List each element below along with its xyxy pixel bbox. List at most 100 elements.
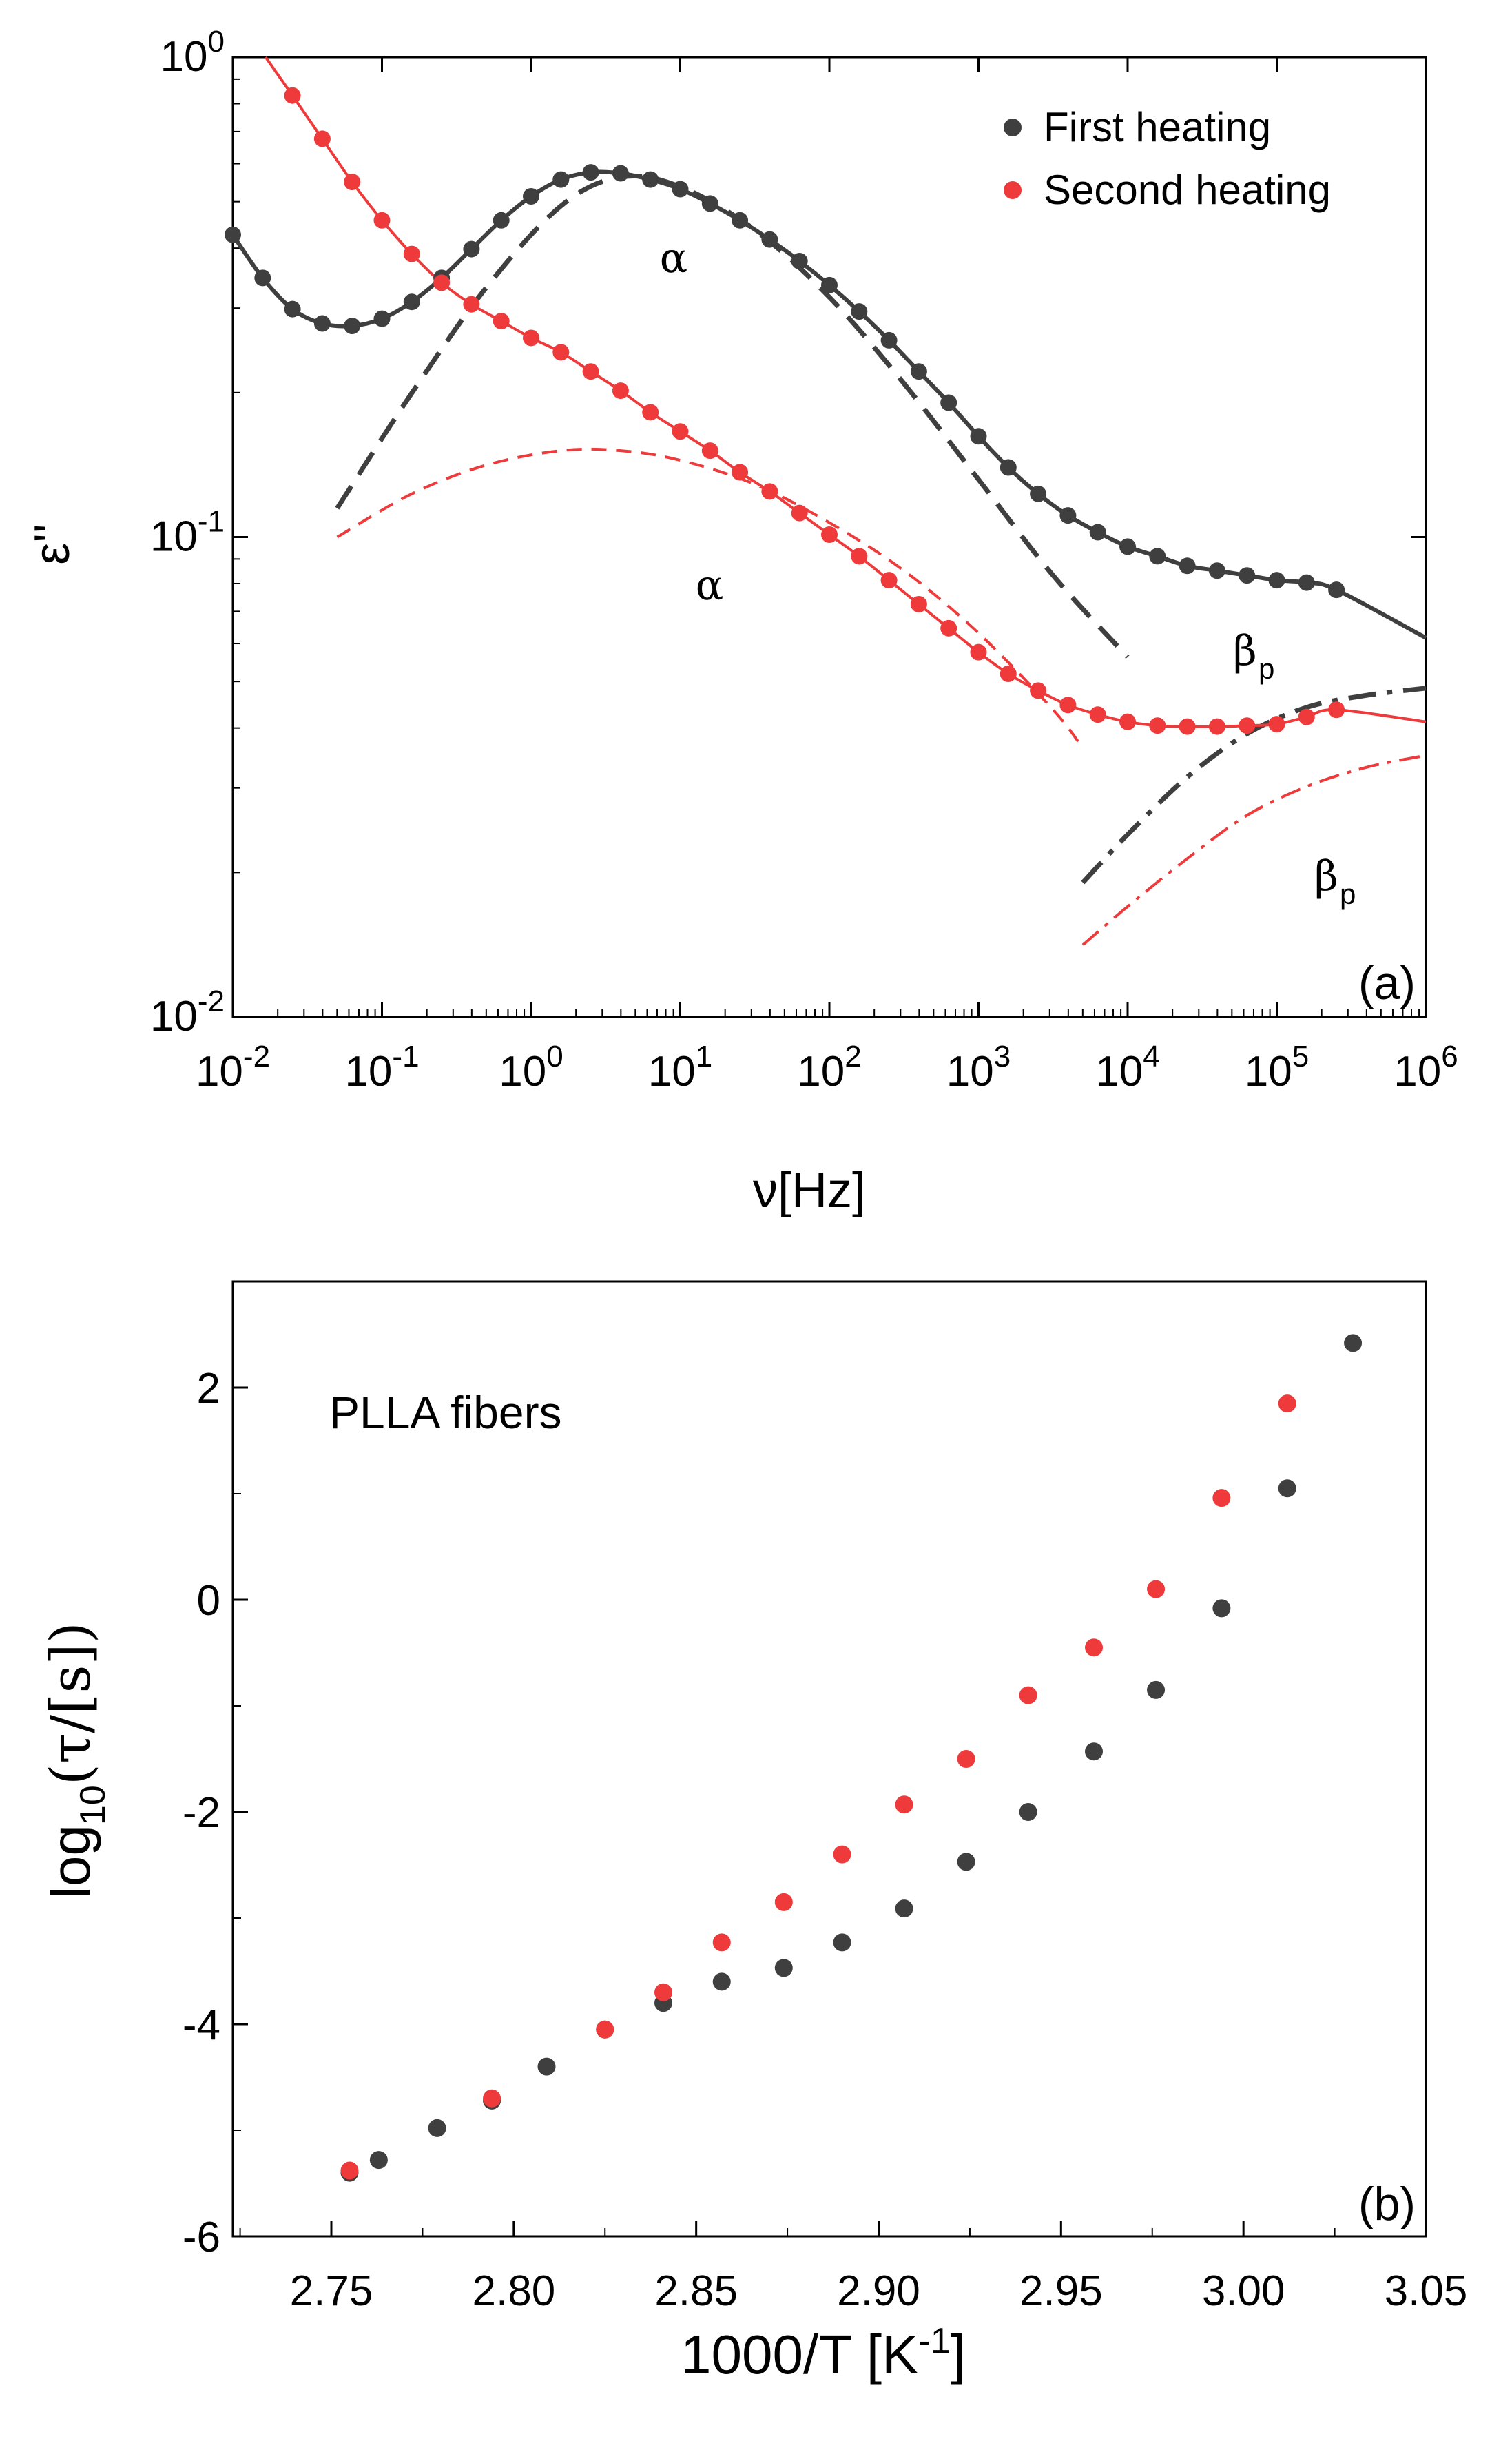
second-heating-point <box>284 87 301 104</box>
y-axis-label-b-end: (τ/[s]) <box>39 1622 103 1785</box>
second-heating-point <box>1208 718 1225 735</box>
second-heating-point <box>1268 716 1285 733</box>
y-tick-exp-a: 0 <box>208 25 225 59</box>
x-tick-exp-a: 3 <box>994 1040 1011 1073</box>
first-heating-point <box>1268 572 1285 589</box>
second-heating-point <box>1328 701 1345 719</box>
second-heating-tau-point <box>483 2089 501 2108</box>
second-heating-point <box>851 548 868 565</box>
first-heating-tau-point <box>1344 1334 1363 1352</box>
second-heating-tau-point <box>774 1893 793 1911</box>
y-tick-exp-a: -1 <box>198 505 225 539</box>
first-heating-tau-point <box>774 1959 793 1977</box>
x-axis-label-b-main: 1000/T [K <box>681 2324 918 2385</box>
second-heating-tau-point <box>654 1983 673 2001</box>
x-tick-exp-a: 6 <box>1441 1040 1458 1073</box>
second-heating-point <box>701 442 718 460</box>
first-heating-point <box>612 165 629 182</box>
x-tick-label-b: 3.05 <box>1385 2267 1468 2315</box>
axis-ticks-b <box>233 1281 1427 2238</box>
second-heating-tau-point <box>1147 1580 1166 1598</box>
annotation-beta-first: β p <box>1233 627 1274 685</box>
first-heating-point <box>1089 524 1106 541</box>
second-heating-point <box>791 504 808 522</box>
second-heating-point <box>1059 697 1077 714</box>
first-heating-tau-point <box>369 2151 388 2170</box>
second-heating-point <box>880 572 898 589</box>
annotation-beta-second-symbol: β <box>1314 852 1338 900</box>
second-heating-point <box>642 404 659 421</box>
second-heating-point <box>1179 718 1196 735</box>
x-tick-base-a: 10 <box>1394 1048 1441 1095</box>
first-heating-tau-point <box>1085 1742 1104 1761</box>
second-heating-point <box>463 296 480 313</box>
x-tick-base-a: 10 <box>1245 1048 1292 1095</box>
first-heating-point <box>910 363 927 380</box>
x-tick-labels-b: 2.75 2.80 2.85 2.90 2.95 3.00 3.05 <box>290 2267 1468 2315</box>
second-alpha-fit-dashed <box>336 447 1084 750</box>
x-tick-label-a: 104 <box>1095 1040 1159 1095</box>
first-heating-point <box>254 269 271 287</box>
first-heating-point <box>1208 562 1225 579</box>
axis-ticks-a <box>231 56 1427 1018</box>
first-heating-tau-point <box>1019 1803 1037 1821</box>
x-tick-label-b: 2.75 <box>290 2267 373 2315</box>
first-heating-point <box>284 300 301 318</box>
second-beta-fit-dashdot <box>1081 754 1427 947</box>
x-tick-exp-a: 2 <box>845 1040 861 1073</box>
x-tick-label-a: 105 <box>1245 1040 1309 1095</box>
second-heating-tau-point <box>596 2020 614 2039</box>
second-heating-point <box>612 382 629 400</box>
x-tick-label-a: 100 <box>499 1040 563 1095</box>
y-tick-label-b: -2 <box>183 1789 220 1837</box>
second-heating-point <box>1149 717 1166 734</box>
second-heating-point <box>552 344 570 361</box>
x-tick-base-a: 10 <box>797 1048 845 1095</box>
y-tick-exp-a: -2 <box>198 985 225 1018</box>
first-heating-tau-point <box>428 2119 446 2137</box>
second-heating-point <box>373 212 391 229</box>
annotation-beta-second: β p <box>1314 852 1356 910</box>
x-tick-label-a: 102 <box>797 1040 861 1095</box>
first-heating-point <box>582 164 599 181</box>
first-heating-point <box>821 276 838 293</box>
second-heating-point <box>493 313 510 330</box>
x-tick-label-b: 2.80 <box>473 2267 556 2315</box>
first-heating-point <box>225 226 241 243</box>
x-tick-label-a: 106 <box>1394 1040 1458 1095</box>
second-heating-point <box>582 363 599 380</box>
y-axis-label-b-sub: 10 <box>73 1785 113 1825</box>
x-tick-exp-a: -2 <box>243 1040 270 1073</box>
panel-b: 2.75 2.80 2.85 2.90 2.95 3.00 3.05 -6 -4 -2 0 2 10… <box>39 1280 1468 2385</box>
x-tick-exp-a: 0 <box>546 1040 563 1073</box>
x-tick-label-b: 2.85 <box>654 2267 738 2315</box>
legend-label-first: First heating <box>1044 104 1271 150</box>
y-tick-labels-b: -6 -4 -2 0 2 <box>183 1365 220 2261</box>
x-tick-label-a: 101 <box>648 1040 712 1095</box>
y-axis-label-a: ε'' <box>25 524 80 565</box>
data-points-a <box>225 87 1345 735</box>
first-heating-tau-point <box>957 1853 975 1871</box>
y-tick-label-b: 2 <box>197 1365 220 1412</box>
legend-marker-second <box>1004 181 1022 199</box>
panel-a: 10-2 10-1 100 101 102 103 104 105 106 10-210-110… <box>25 25 1458 1218</box>
first-heating-point <box>791 253 808 270</box>
annotation-beta-first-symbol: β <box>1233 627 1257 675</box>
x-tick-labels-a: 10-2 10-1 100 101 102 103 104 105 106 <box>196 1040 1458 1095</box>
first-heating-point <box>672 181 689 198</box>
first-heating-point <box>344 318 361 335</box>
second-heating-point <box>910 596 927 613</box>
legend: First heating Second heating <box>1004 104 1331 213</box>
second-heating-point <box>1030 682 1047 699</box>
first-heating-point <box>463 240 480 258</box>
first-heating-tau-point <box>712 1972 731 1991</box>
first-heating-point <box>732 212 749 229</box>
x-axis-label-b: 1000/T [K-1] <box>681 2321 966 2385</box>
x-tick-base-a: 10 <box>1095 1048 1143 1095</box>
first-heating-point <box>851 303 868 320</box>
first-heating-point <box>701 195 718 212</box>
first-heating-tau-point <box>895 1899 913 1918</box>
x-tick-base-a: 10 <box>344 1048 392 1095</box>
